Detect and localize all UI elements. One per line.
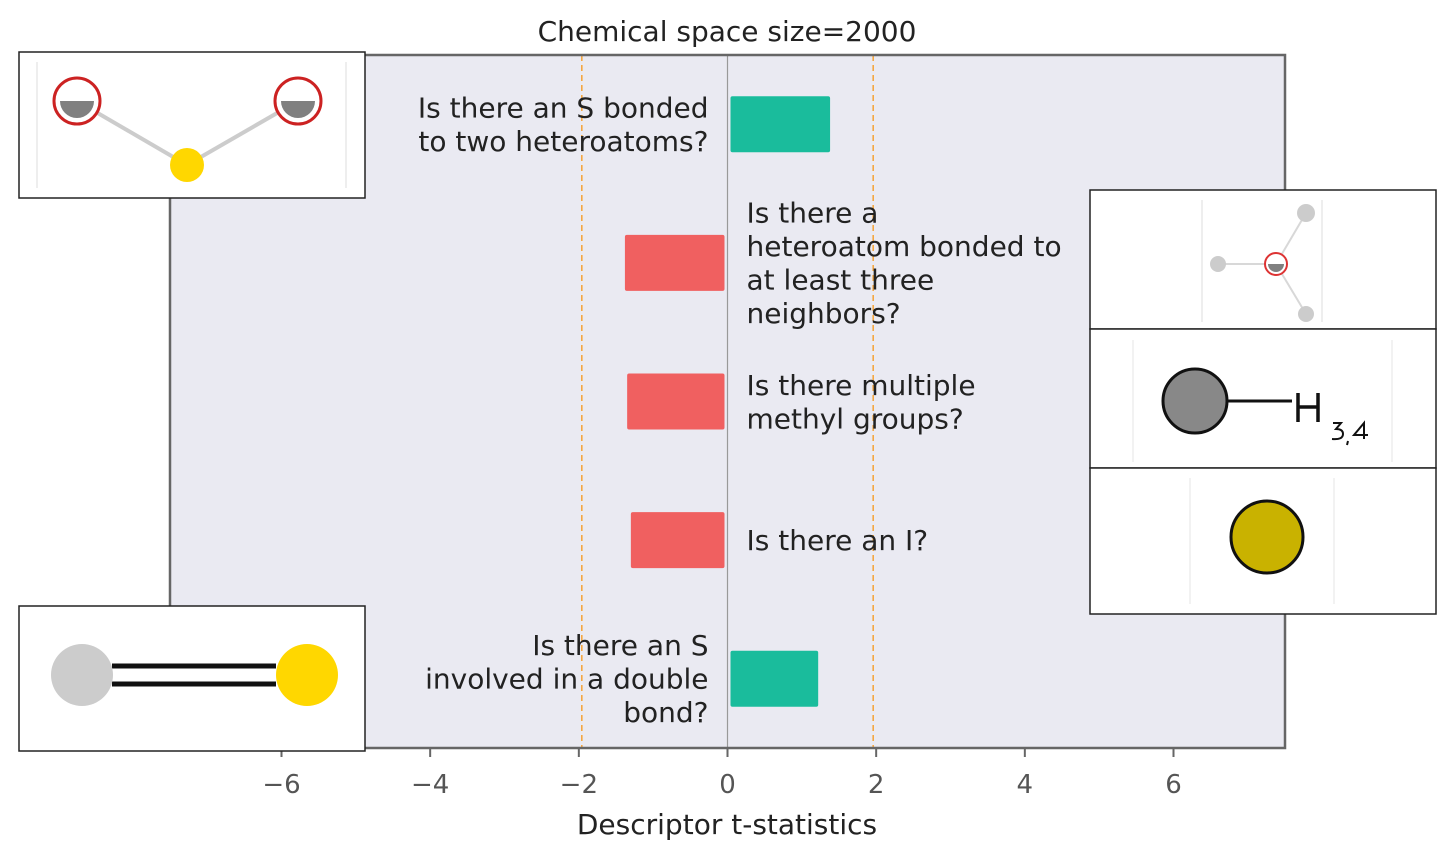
chart-title: Chemical space size=2000: [538, 15, 917, 48]
x-tick-label: −4: [411, 770, 449, 800]
bar-3: [630, 512, 725, 569]
bar-label-line: at least three: [747, 264, 935, 297]
x-axis: −6 −4 −2 0 2 4 6: [262, 748, 1182, 800]
bar-label-line: to two heteroatoms?: [418, 125, 708, 158]
hydrogen-glyph-icon: [1296, 393, 1320, 422]
bar-label-1: Is there a heteroatom bonded to at least t…: [747, 197, 1062, 331]
bar-label-line: Is there an S bonded: [418, 92, 709, 125]
x-tick-label: 0: [719, 770, 736, 800]
x-tick-label: 2: [868, 770, 885, 800]
bar-label-line: Is there a: [747, 197, 879, 230]
bar-label-3: Is there an I?: [747, 524, 929, 557]
h-count-3-4-icon: [1331, 420, 1368, 446]
bar-label-line: Is there an S: [532, 629, 708, 662]
bar-label-0: Is there an S bonded to two heteroatoms?: [418, 92, 709, 159]
bar-labels: Is there an S bonded to two heteroatoms?I…: [418, 92, 1062, 730]
bar-label-line: neighbors?: [747, 297, 901, 330]
bar-label-line: Is there an I?: [747, 524, 929, 557]
inset-heteroatom-three-neighbors: [1089, 189, 1437, 330]
x-tick-label: 4: [1017, 770, 1034, 800]
bar-label-line: bond?: [623, 696, 708, 729]
bar-4: [730, 650, 819, 707]
bar-label-line: Is there multiple: [747, 369, 976, 402]
carbon-atom-icon: [51, 644, 113, 706]
sulfur-atom-icon: [170, 148, 204, 182]
bar-1: [624, 234, 725, 291]
x-tick-label: −6: [262, 770, 300, 800]
inset-s-two-heteroatoms: [18, 51, 366, 199]
carbon-atom-icon: [1161, 367, 1229, 435]
bar-label-line: involved in a double: [425, 663, 708, 696]
inset-iodine-atom: [1089, 467, 1437, 615]
bar-0: [730, 96, 831, 153]
bar-label-2: Is there multiple methyl groups?: [747, 369, 976, 436]
bar-label-line: methyl groups?: [747, 402, 964, 435]
inset-methyl-group: [1089, 328, 1437, 469]
x-axis-label: Descriptor t-statistics: [577, 808, 877, 841]
reference-lines: [581, 55, 874, 748]
inset-s-double-bond: [18, 605, 366, 752]
iodine-atom-icon: [1229, 499, 1305, 575]
x-tick-label: 6: [1165, 770, 1182, 800]
bars: [624, 96, 831, 707]
sulfur-atom-icon: [276, 644, 338, 706]
bar-label-line: heteroatom bonded to: [747, 230, 1062, 263]
bar-2: [627, 373, 725, 430]
x-tick-label: −2: [560, 770, 598, 800]
